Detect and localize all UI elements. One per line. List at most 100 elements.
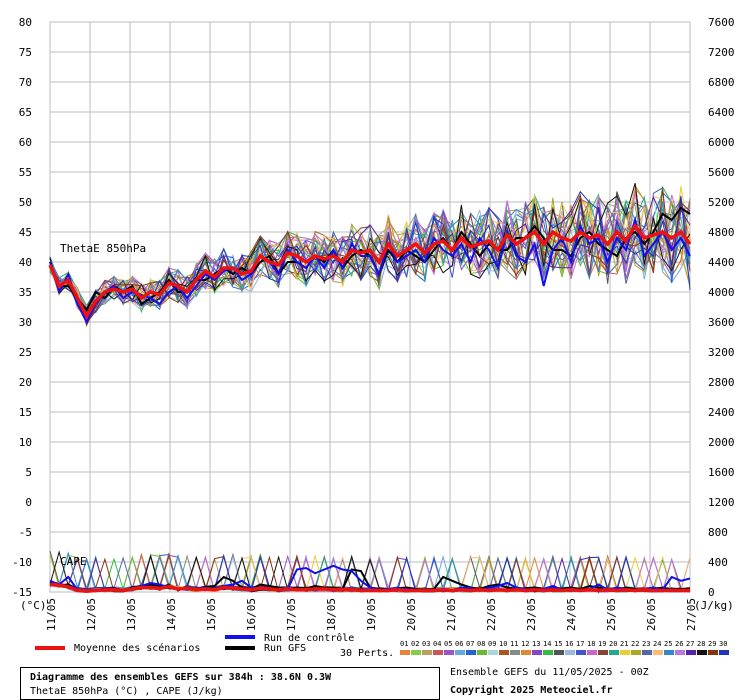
- mean-thetae-line: [48, 222, 692, 320]
- x-tick-label: 19/05: [365, 598, 378, 631]
- pert-swatch: [499, 650, 509, 655]
- pert-swatch: [598, 650, 608, 655]
- x-tick-label: 22/05: [485, 598, 498, 631]
- pert-number: 27: [686, 640, 694, 648]
- x-tick-label: 27/05: [685, 598, 698, 631]
- pert-number: 26: [675, 640, 683, 648]
- pert-thetae-line: [49, 195, 691, 311]
- y-tick-right: 2800: [708, 376, 735, 389]
- y-tick-left: 35: [19, 286, 32, 299]
- pert-swatch: [400, 650, 410, 655]
- y-tick-left: 50: [19, 196, 32, 209]
- pert-swatch: [642, 650, 652, 655]
- y-tick-right: 3200: [708, 346, 735, 359]
- pert-thetae-line: [49, 189, 691, 327]
- y-left-unit: (°C): [20, 599, 47, 612]
- thetae-label: ThetaE 850hPa: [60, 242, 146, 255]
- x-tick-label: 15/05: [205, 598, 218, 631]
- y-tick-left: -5: [19, 526, 32, 539]
- pert-number: 17: [576, 640, 584, 648]
- x-tick-label: 20/05: [405, 598, 418, 631]
- pert-swatch: [620, 650, 630, 655]
- pert-number: 30: [719, 640, 727, 648]
- pert-swatch: [510, 650, 520, 655]
- pert-number: 08: [477, 640, 485, 648]
- pert-swatch: [532, 650, 542, 655]
- pert-number: 23: [642, 640, 650, 648]
- run-info: Ensemble GEFS du 11/05/2025 - 00Z: [450, 667, 649, 678]
- legend-perts-label: 30 Perts.: [340, 648, 394, 659]
- y-tick-left: 40: [19, 256, 32, 269]
- perturbation-legend: 01 02 03 04 05 06 07 08 09 10 11 12 13 14 15 16 17 18 19 20…: [400, 640, 729, 655]
- y-right-unit: (J/kg): [694, 599, 734, 612]
- y-tick-left: 10: [19, 436, 32, 449]
- pert-swatch: [477, 650, 487, 655]
- pert-number: 29: [708, 640, 716, 648]
- y-tick-left: 45: [19, 226, 32, 239]
- pert-number: 11: [510, 640, 518, 648]
- y-tick-left: 75: [19, 46, 32, 59]
- pert-thetae-line: [49, 196, 691, 316]
- x-tick-label: 17/05: [285, 598, 298, 631]
- y-tick-left: 60: [19, 136, 32, 149]
- pert-swatch: [433, 650, 443, 655]
- y-tick-left: -15: [12, 586, 32, 599]
- x-tick-label: 21/05: [445, 598, 458, 631]
- pert-number: 14: [543, 640, 551, 648]
- y-tick-right: 7600: [708, 16, 735, 29]
- y-tick-right: 6400: [708, 106, 735, 119]
- pert-swatch: [609, 650, 619, 655]
- pert-number: 21: [620, 640, 628, 648]
- y-tick-right: 4800: [708, 226, 735, 239]
- pert-thetae-line: [49, 190, 691, 309]
- chart-subtitle: ThetaE 850hPa (°C) , CAPE (J/kg): [30, 686, 223, 697]
- pert-number: 07: [466, 640, 474, 648]
- pert-number: 12: [521, 640, 529, 648]
- pert-number: 02: [411, 640, 419, 648]
- legend-gfs-label: Run GFS: [264, 643, 306, 654]
- y-tick-right: 1200: [708, 496, 735, 509]
- pert-number: 05: [444, 640, 452, 648]
- y-tick-right: 6800: [708, 76, 735, 89]
- y-tick-left: -10: [12, 556, 32, 569]
- mean-cape-line: [49, 582, 690, 594]
- legend-mean-label: Moyenne des scénarios: [74, 642, 200, 654]
- y-tick-right: 7200: [708, 46, 735, 59]
- pert-swatch: [664, 650, 674, 655]
- y-tick-right: 1600: [708, 466, 735, 479]
- pert-swatch: [521, 650, 531, 655]
- chart-title: Diagramme des ensembles GEFS sur 384h : …: [30, 672, 332, 683]
- cape-label: CAPE: [60, 555, 87, 568]
- pert-number: 04: [433, 640, 441, 648]
- pert-swatch: [675, 650, 685, 655]
- pert-number: 28: [697, 640, 705, 648]
- y-tick-right: 6000: [708, 136, 735, 149]
- pert-number: 10: [499, 640, 507, 648]
- pert-swatch: [587, 650, 597, 655]
- pert-number: 01: [400, 640, 408, 648]
- x-tick-label: 23/05: [525, 598, 538, 631]
- y-tick-left: 80: [19, 16, 32, 29]
- y-tick-left: 15: [19, 406, 32, 419]
- y-tick-left: 20: [19, 376, 32, 389]
- pert-number: 09: [488, 640, 496, 648]
- x-tick-label: 16/05: [245, 598, 258, 631]
- pert-swatch: [543, 650, 553, 655]
- pert-swatch: [411, 650, 421, 655]
- pert-swatch: [719, 650, 729, 655]
- pert-number: 24: [653, 640, 661, 648]
- y-tick-left: 65: [19, 106, 32, 119]
- y-tick-right: 2000: [708, 436, 735, 449]
- y-tick-right: 3600: [708, 316, 735, 329]
- pert-number: 25: [664, 640, 672, 648]
- pert-swatch: [444, 650, 454, 655]
- y-tick-right: 400: [708, 556, 728, 569]
- pert-number: 18: [587, 640, 595, 648]
- x-tick-label: 12/05: [85, 598, 98, 631]
- y-tick-right: 800: [708, 526, 728, 539]
- y-tick-left: 25: [19, 346, 32, 359]
- legend-control-label: Run de contrôle: [264, 632, 354, 644]
- y-tick-right: 4000: [708, 286, 735, 299]
- pert-swatch: [708, 650, 718, 655]
